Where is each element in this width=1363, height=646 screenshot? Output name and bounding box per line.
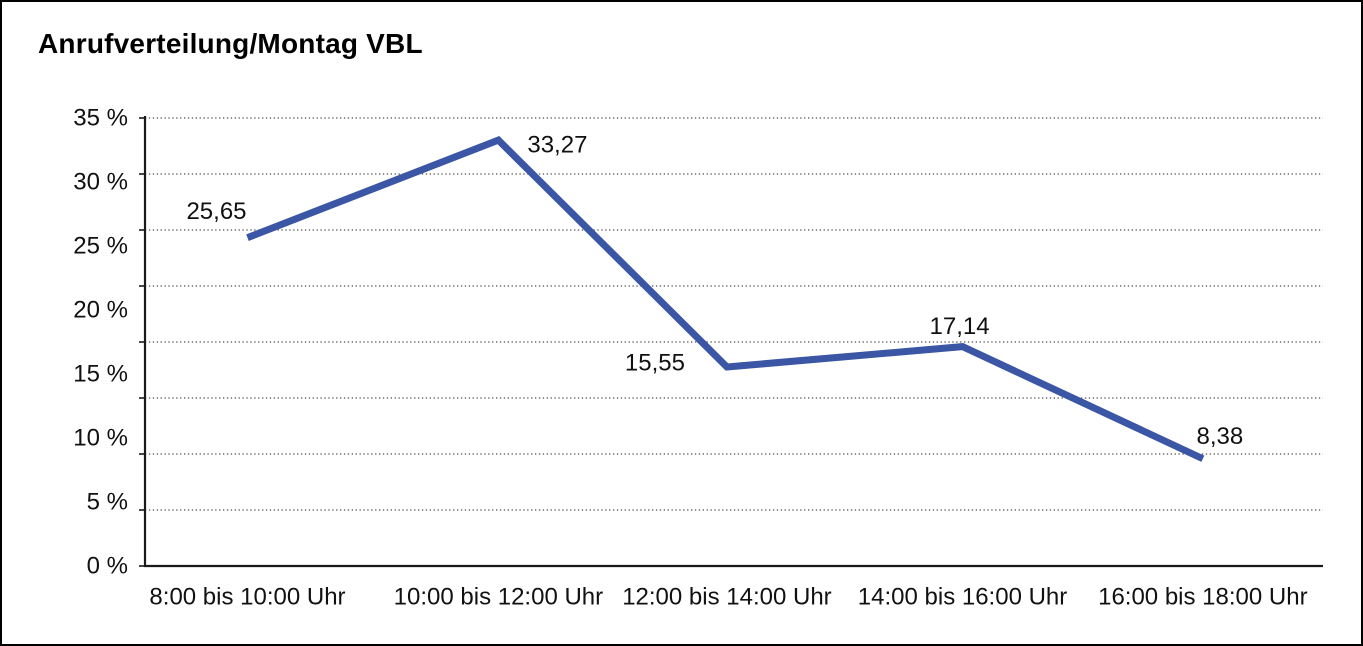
data-point-label: 8,38 bbox=[1196, 423, 1243, 450]
y-axis-tick-label: 15 % bbox=[73, 361, 128, 388]
x-axis-category-label: 10:00 bis 12:00 Uhr bbox=[394, 584, 603, 611]
x-axis-category-label: 14:00 bis 16:00 Uhr bbox=[858, 584, 1067, 611]
y-axis-tick-label: 35 % bbox=[73, 105, 128, 132]
series-line bbox=[246, 136, 1205, 462]
data-point-label: 33,27 bbox=[527, 132, 587, 159]
chart-title: Anrufverteilung/Montag VBL bbox=[38, 28, 423, 59]
data-point-label: 17,14 bbox=[930, 313, 990, 340]
y-axis-tick-label: 20 % bbox=[73, 297, 128, 324]
y-axis-tick-label: 10 % bbox=[73, 425, 128, 452]
x-axis-category-label: 8:00 bis 10:00 Uhr bbox=[149, 584, 345, 611]
y-axis-tick-label: 25 % bbox=[73, 233, 128, 260]
data-point-label: 25,65 bbox=[186, 198, 246, 225]
x-axis-category-label: 12:00 bis 14:00 Uhr bbox=[622, 584, 831, 611]
x-axis-category-label: 16:00 bis 18:00 Uhr bbox=[1098, 584, 1307, 611]
y-axis-tick-label: 0 % bbox=[87, 553, 128, 580]
data-point-label: 15,55 bbox=[625, 349, 685, 376]
y-axis-tick-label: 5 % bbox=[87, 489, 128, 516]
y-axis-tick-label: 30 % bbox=[73, 169, 128, 196]
